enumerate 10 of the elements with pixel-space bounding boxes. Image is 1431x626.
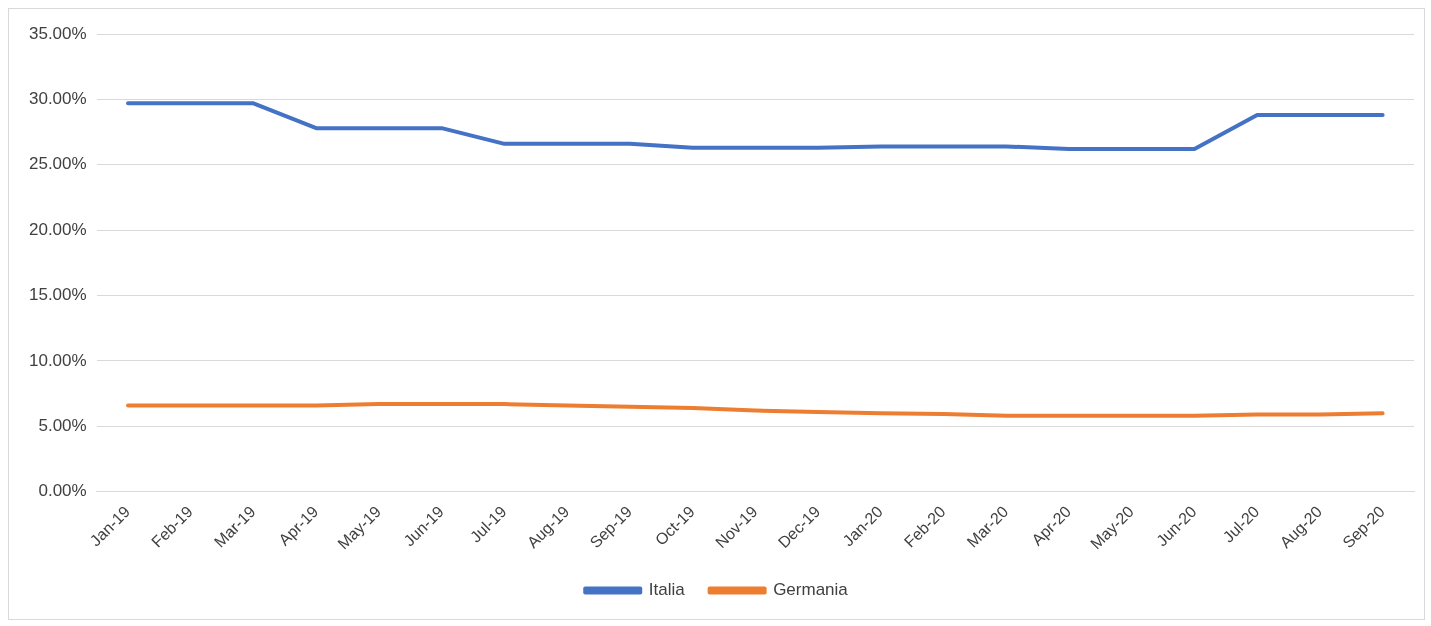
y-tick-label: 30.00%	[28, 89, 87, 109]
y-tick-label: 20.00%	[28, 219, 87, 239]
y-tick-label: 35.00%	[28, 23, 87, 43]
y-tick-label: 15.00%	[28, 285, 87, 305]
y-tick-label: 10.00%	[28, 350, 87, 370]
legend-label: Italia	[648, 580, 686, 600]
y-tick-label: 5.00%	[38, 416, 87, 435]
y-tick-label: 25.00%	[28, 154, 87, 174]
legend-label: Germania	[773, 580, 849, 600]
y-tick-label: 0.00%	[38, 481, 87, 501]
